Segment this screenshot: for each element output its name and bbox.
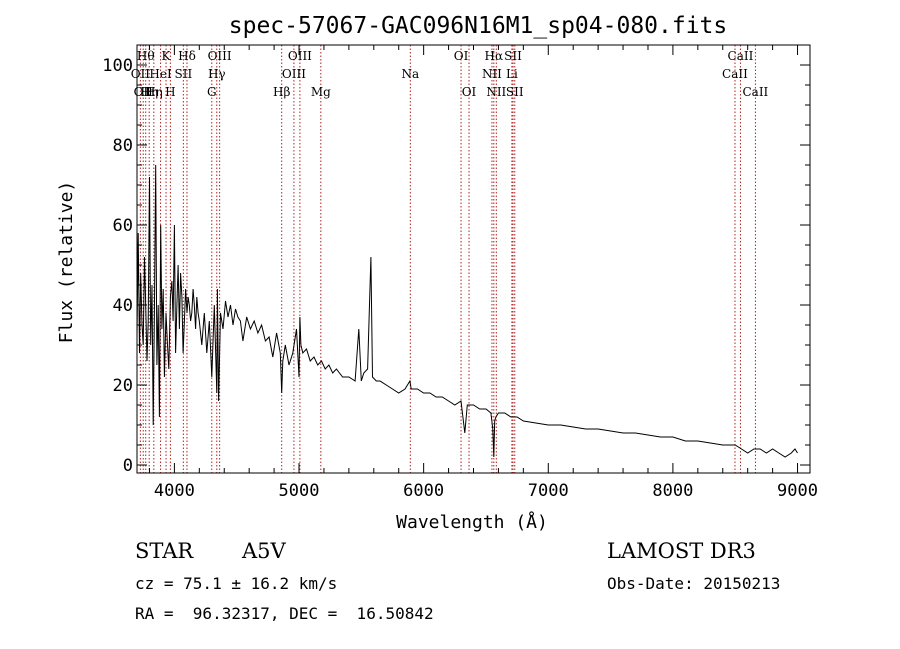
line-label-25: SII [506,85,524,99]
line-label-4: Hη [145,85,163,99]
x-tick-label: 8000 [652,481,693,501]
observation-date: Obs-Date: 20150213 [607,574,781,593]
line-label-10: G [207,85,217,99]
x-tick-label: 5000 [279,481,320,501]
line-label-0: OII [131,67,151,81]
line-label-22: NII [486,85,506,99]
x-axis-ticks: 4000 5000 6000 7000 8000 9000 [148,45,818,501]
line-label-1: OII [134,85,154,99]
line-label-23: Li [506,67,518,81]
line-label-9: Hδ [178,49,196,63]
survey-name: LAMOST DR3 [607,539,756,563]
line-label-12: OIII [208,49,232,63]
redshift-velocity: cz = 75.1 ± 16.2 km/s [135,574,338,593]
y-tick-label: 80 [113,136,133,156]
spectral-line-markers [139,45,756,473]
x-tick-label: 9000 [777,481,818,501]
line-label-11: Hγ [208,67,226,81]
line-label-8: SII [175,67,193,81]
line-label-2: Hθ [137,49,155,63]
line-label-3: Hη [140,85,158,99]
line-label-16: Mg [311,85,331,99]
line-label-5: HeI [149,67,172,81]
y-tick-label: 40 [113,296,133,316]
line-label-24: SII [504,49,522,63]
object-class: STAR [135,539,194,563]
line-label-7: H [165,85,175,99]
line-label-20: NII [482,67,502,81]
y-tick-label: 20 [113,376,133,396]
plot-frame [136,44,811,474]
y-tick-label: 100 [102,56,133,76]
line-label-15: OIII [288,49,312,63]
line-label-17: Na [401,67,419,81]
x-tick-label: 6000 [403,481,444,501]
line-label-28: CaII [742,85,768,99]
x-tick-label: 4000 [154,481,195,501]
y-tick-label: 60 [113,216,133,236]
line-label-18: OI [454,49,469,63]
object-subclass: A5V [242,539,286,563]
line-label-26: CaII [722,67,748,81]
sky-coordinates: RA = 96.32317, DEC = 16.50842 [135,604,434,623]
y-axis-label: Flux (relative) [56,181,77,344]
line-label-19: OI [462,85,477,99]
x-tick-label: 7000 [528,481,569,501]
spectral-line-labels: OIIOIIHθHηHηHeIKHSIIHδGHγOIIIHβOIIIOIIIM… [131,49,769,99]
spectrum-line [136,164,798,458]
line-label-13: Hβ [273,85,290,99]
y-tick-label: 0 [123,456,133,476]
line-label-14: OIII [282,67,306,81]
chart-title: spec-57067-GAC096N16M1_sp04-080.fits [229,13,728,39]
line-label-21: Hα [485,49,504,63]
line-label-27: CaII [728,49,754,63]
y-axis-ticks: 0 20 40 60 80 100 [102,56,810,476]
x-axis-label: Wavelength (Å) [396,511,548,533]
line-label-6: K [162,49,172,63]
